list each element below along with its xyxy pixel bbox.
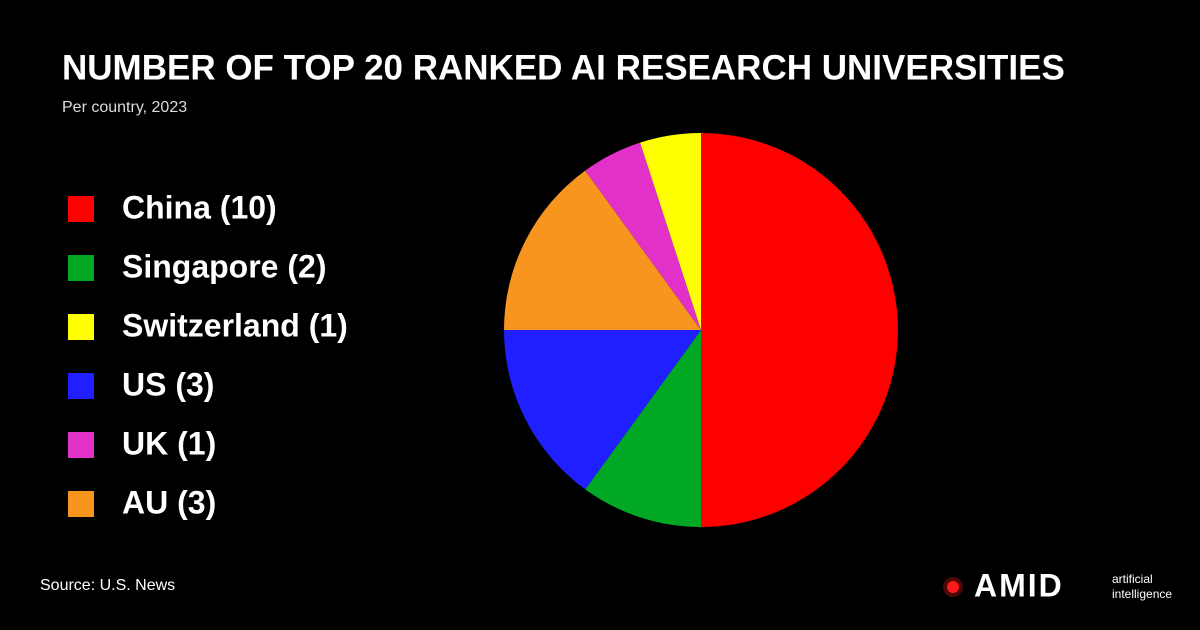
pie-slice: [640, 133, 701, 330]
legend-label: AU (3): [122, 484, 216, 520]
pie-slice: [585, 330, 701, 527]
legend-label: UK (1): [122, 425, 216, 461]
legend-swatch: [68, 255, 94, 281]
brand-name: AMID: [974, 567, 1064, 603]
chart-subtitle: Per country, 2023: [62, 99, 187, 116]
brand-tagline: artificial: [1112, 572, 1153, 586]
chart-title: NUMBER OF TOP 20 RANKED AI RESEARCH UNIV…: [62, 48, 1065, 87]
pie-slice: [701, 133, 898, 527]
brand-tagline: intelligence: [1112, 587, 1172, 601]
legend-label: US (3): [122, 366, 214, 402]
brand-glow: [943, 577, 963, 597]
pie-slice: [585, 142, 701, 330]
pie-slice: [504, 170, 701, 330]
legend-label: China (10): [122, 189, 277, 225]
legend-label: Switzerland (1): [122, 307, 348, 343]
legend-label: Singapore (2): [122, 248, 326, 284]
brand-dot: [947, 581, 959, 593]
legend-swatch: [68, 373, 94, 399]
legend-swatch: [68, 491, 94, 517]
source: Source: U.S. News: [40, 577, 175, 594]
legend-swatch: [68, 432, 94, 458]
legend-swatch: [68, 314, 94, 340]
pie-slice: [504, 330, 701, 490]
legend-swatch: [68, 196, 94, 222]
